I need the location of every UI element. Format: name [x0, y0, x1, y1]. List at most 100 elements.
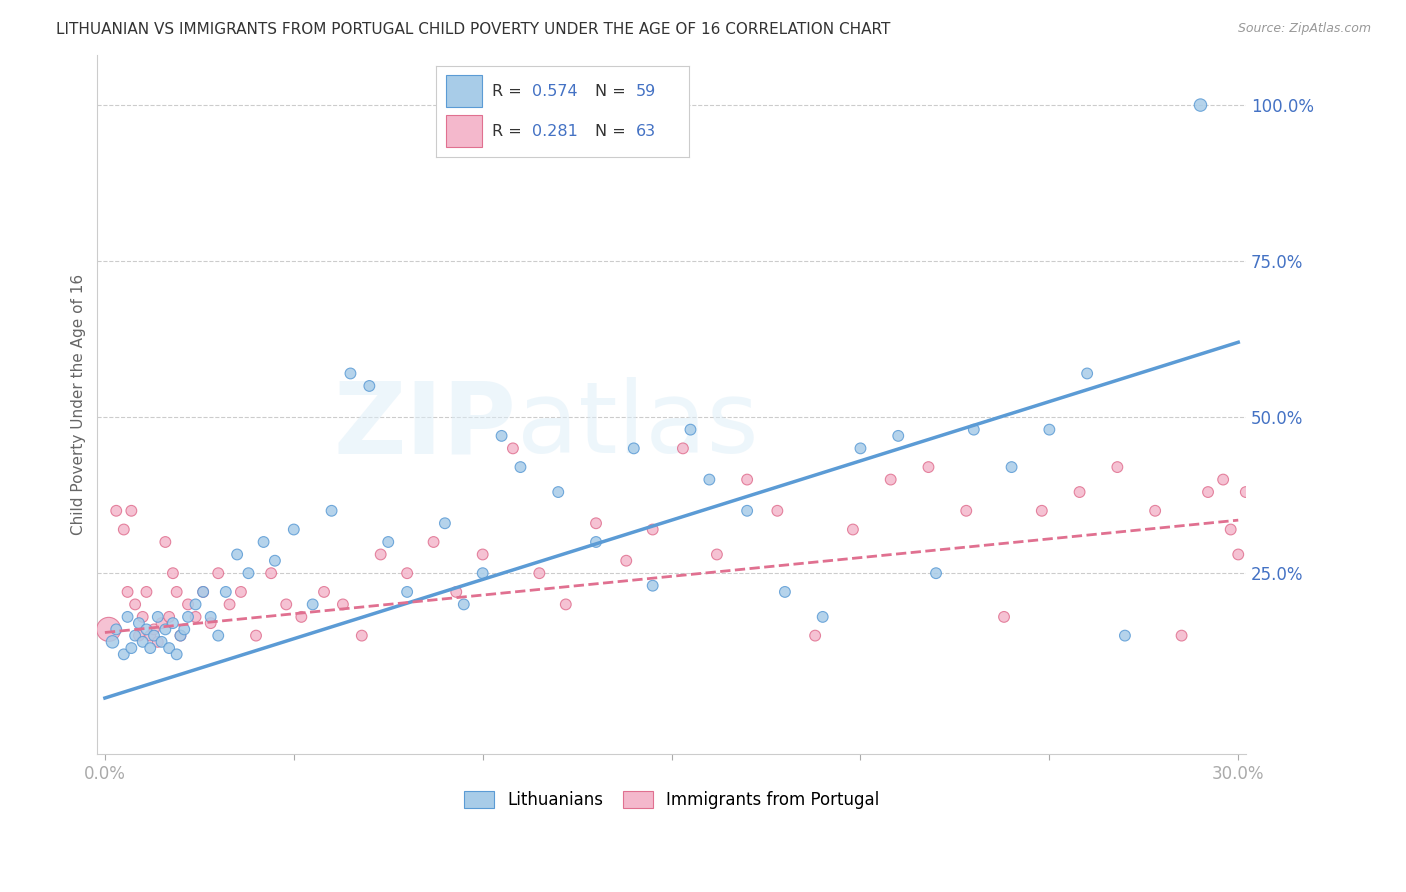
Text: Source: ZipAtlas.com: Source: ZipAtlas.com	[1237, 22, 1371, 36]
Point	[105, 504, 128, 518]
Point	[117, 585, 139, 599]
Point	[101, 635, 124, 649]
Point	[811, 610, 834, 624]
Legend: Lithuanians, Immigrants from Portugal: Lithuanians, Immigrants from Portugal	[457, 784, 886, 816]
Point	[112, 523, 135, 537]
Text: LITHUANIAN VS IMMIGRANTS FROM PORTUGAL CHILD POVERTY UNDER THE AGE OF 16 CORRELA: LITHUANIAN VS IMMIGRANTS FROM PORTUGAL C…	[56, 22, 890, 37]
Point	[773, 585, 796, 599]
Point	[842, 523, 865, 537]
Point	[1038, 423, 1060, 437]
Point	[120, 504, 142, 518]
Point	[162, 566, 184, 581]
Point	[252, 535, 274, 549]
Point	[1234, 485, 1257, 500]
Point	[128, 616, 150, 631]
Point	[1219, 523, 1241, 537]
Point	[672, 442, 695, 456]
Point	[1076, 367, 1098, 381]
Point	[321, 504, 343, 518]
Point	[312, 585, 335, 599]
Point	[1170, 629, 1192, 643]
Point	[264, 554, 287, 568]
Y-axis label: Child Poverty Under the Age of 16: Child Poverty Under the Age of 16	[72, 274, 86, 535]
Point	[155, 535, 177, 549]
Point	[433, 516, 456, 531]
Point	[135, 623, 157, 637]
Point	[301, 598, 323, 612]
Point	[339, 367, 361, 381]
Point	[804, 629, 827, 643]
Point	[444, 585, 467, 599]
Point	[169, 629, 191, 643]
Point	[290, 610, 312, 624]
Point	[1031, 504, 1053, 518]
Point	[146, 610, 169, 624]
Point	[585, 516, 607, 531]
Point	[509, 460, 531, 475]
Point	[124, 629, 146, 643]
Point	[143, 629, 166, 643]
Point	[925, 566, 948, 581]
Point	[200, 616, 222, 631]
Point	[554, 598, 576, 612]
Point	[191, 585, 214, 599]
Point	[146, 635, 169, 649]
Point	[112, 648, 135, 662]
Point	[453, 598, 475, 612]
Point	[97, 623, 120, 637]
Point	[157, 610, 180, 624]
Point	[226, 548, 249, 562]
Point	[1227, 548, 1250, 562]
Point	[585, 535, 607, 549]
Point	[150, 635, 173, 649]
Point	[139, 629, 162, 643]
Point	[849, 442, 872, 456]
Point	[955, 504, 977, 518]
Point	[162, 616, 184, 631]
Point	[218, 598, 240, 612]
Point	[396, 585, 419, 599]
Point	[1197, 485, 1219, 500]
Point	[177, 598, 200, 612]
Point	[155, 623, 177, 637]
Point	[679, 423, 702, 437]
Point	[879, 473, 901, 487]
Point	[166, 648, 188, 662]
Point	[735, 473, 758, 487]
Point	[614, 554, 637, 568]
Point	[215, 585, 238, 599]
Point	[377, 535, 399, 549]
Point	[260, 566, 283, 581]
Point	[471, 548, 494, 562]
Point	[1107, 460, 1129, 475]
Point	[1069, 485, 1091, 500]
Point	[1114, 629, 1136, 643]
Point	[1212, 473, 1234, 487]
Text: ZIP: ZIP	[333, 377, 516, 475]
Point	[963, 423, 986, 437]
Point	[276, 598, 298, 612]
Point	[245, 629, 267, 643]
Point	[157, 641, 180, 656]
Point	[150, 616, 173, 631]
Point	[1189, 98, 1212, 112]
Point	[735, 504, 758, 518]
Point	[917, 460, 939, 475]
Point	[641, 579, 664, 593]
Text: atlas: atlas	[516, 377, 758, 475]
Point	[238, 566, 260, 581]
Point	[332, 598, 354, 612]
Point	[207, 566, 229, 581]
Point	[396, 566, 419, 581]
Point	[491, 429, 513, 443]
Point	[471, 566, 494, 581]
Point	[177, 610, 200, 624]
Point	[887, 429, 910, 443]
Point	[169, 629, 191, 643]
Point	[173, 623, 195, 637]
Point	[529, 566, 551, 581]
Point	[283, 523, 305, 537]
Point	[200, 610, 222, 624]
Point	[359, 379, 381, 393]
Point	[350, 629, 373, 643]
